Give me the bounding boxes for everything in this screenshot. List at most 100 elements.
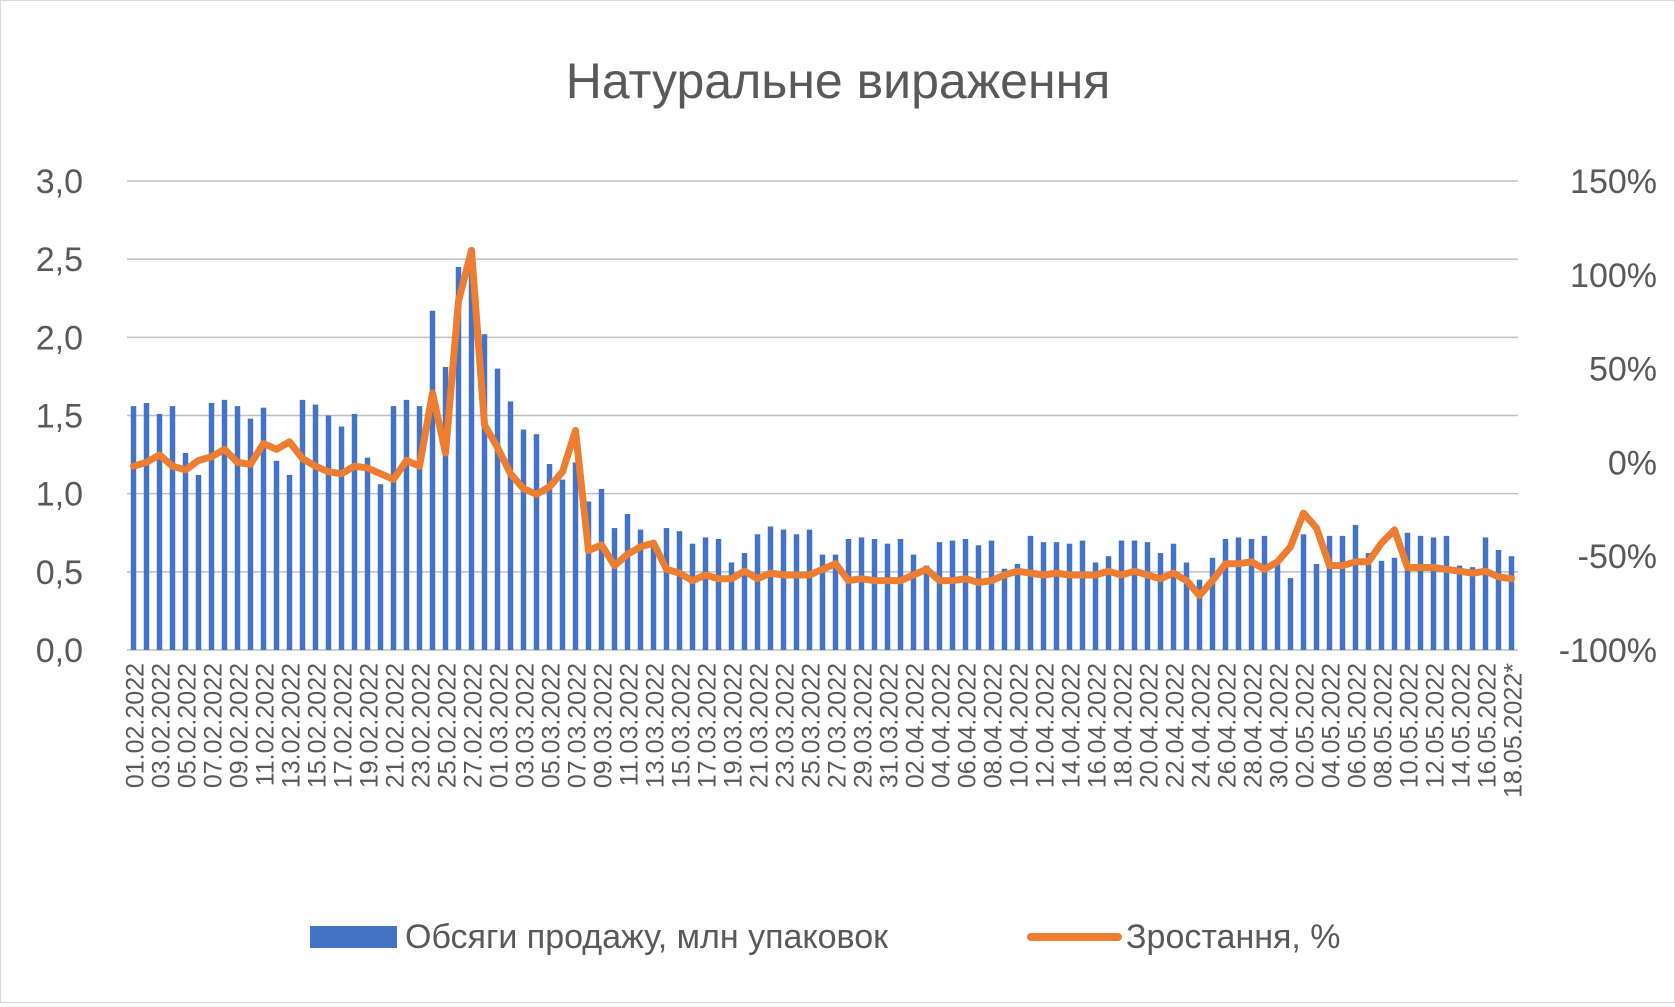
bar	[364, 457, 371, 650]
x-axis-tick-label: 01.02.2022	[122, 663, 150, 788]
bar	[1430, 537, 1437, 650]
x-axis-tick-label: 19.03.2022	[720, 663, 748, 788]
x-axis-tick-label: 28.04.2022	[1240, 663, 1268, 788]
x-axis-tick-label: 14.04.2022	[1058, 663, 1086, 788]
bar	[169, 406, 176, 650]
left-axis-ticks: 0,0 0,5 1,0 1,5 2,0 2,5 3,0	[36, 163, 83, 670]
right-axis-tick-label: 0%	[1608, 444, 1657, 482]
x-axis-tick-label: 05.02.2022	[174, 663, 202, 788]
bar	[416, 406, 423, 650]
x-axis-tick-label: 24.04.2022	[1188, 663, 1216, 788]
right-axis-ticks: -100% -50% 0% 50% 100% 150%	[1559, 163, 1657, 670]
x-axis-tick-label: 31.03.2022	[876, 663, 904, 788]
legend-bar-label: Обсяги продажу, млн упаковок	[405, 918, 889, 956]
bar	[884, 543, 891, 650]
bar	[559, 479, 566, 650]
left-axis-tick-label: 2,5	[36, 241, 83, 279]
bar	[494, 368, 501, 650]
bar	[1482, 537, 1489, 650]
bar	[312, 404, 319, 650]
bar	[819, 554, 826, 650]
bar	[1209, 557, 1216, 650]
gridlines	[127, 180, 1518, 651]
bar	[455, 266, 462, 650]
x-axis-tick-label: 02.04.2022	[902, 663, 930, 788]
bar	[377, 484, 384, 650]
bar	[676, 531, 683, 650]
bar	[650, 540, 657, 650]
bar	[624, 513, 631, 650]
bar	[611, 528, 618, 650]
bar	[533, 434, 540, 650]
x-axis-tick-label: 10.04.2022	[1006, 663, 1034, 788]
bar	[1118, 540, 1125, 650]
bar	[1183, 562, 1190, 650]
line-series	[130, 246, 1515, 600]
x-axis-tick-label: 30.04.2022	[1266, 663, 1294, 788]
x-axis-tick-label: 20.04.2022	[1136, 663, 1164, 788]
x-axis-tick-label: 15.03.2022	[668, 663, 696, 788]
x-axis-tick-label: 01.03.2022	[486, 663, 514, 788]
bar	[871, 539, 878, 650]
x-axis-tick-label: 08.04.2022	[980, 663, 1008, 788]
bar	[1196, 579, 1203, 650]
x-axis-tick-label: 12.04.2022	[1032, 663, 1060, 788]
bar	[1365, 553, 1372, 650]
bar	[780, 529, 787, 650]
bar	[1326, 535, 1333, 650]
bar	[1027, 535, 1034, 650]
x-axis-tick-label: 04.04.2022	[928, 663, 956, 788]
bar	[390, 406, 397, 650]
bar	[1222, 539, 1229, 650]
bar	[832, 554, 839, 650]
bar	[728, 562, 735, 650]
x-axis-tick-label: 18.04.2022	[1110, 663, 1138, 788]
bar	[702, 537, 709, 650]
bar	[338, 426, 345, 650]
bar	[325, 415, 332, 650]
bar	[156, 413, 163, 650]
left-axis-tick-label: 2,0	[36, 319, 83, 357]
bar	[1040, 542, 1047, 650]
bar	[143, 402, 150, 650]
bar	[273, 460, 280, 650]
x-axis-tick-label: 16.05.2022	[1474, 663, 1502, 788]
x-axis-tick-label: 17.02.2022	[330, 663, 358, 788]
chart-title: Натуральне вираження	[566, 53, 1111, 109]
bar	[1300, 534, 1307, 650]
bar	[689, 543, 696, 650]
bar	[546, 463, 553, 650]
growth-line	[130, 246, 1515, 600]
x-axis-tick-label: 09.02.2022	[226, 663, 254, 788]
right-axis-tick-label: -50%	[1578, 538, 1657, 576]
x-axis-tick-label: 07.03.2022	[564, 663, 592, 788]
bar	[715, 539, 722, 650]
bar	[897, 539, 904, 650]
bar	[1092, 562, 1099, 650]
bar	[598, 488, 605, 650]
legend-bar-swatch	[310, 926, 397, 948]
bar	[1378, 560, 1385, 650]
bar	[221, 399, 228, 650]
bar	[468, 254, 475, 650]
bar	[1170, 543, 1177, 650]
bar	[663, 528, 670, 650]
bar	[130, 406, 137, 650]
bar	[1417, 535, 1424, 650]
bar	[1391, 557, 1398, 650]
x-axis-tick-label: 07.02.2022	[200, 663, 228, 788]
bar	[754, 534, 761, 650]
bar	[1157, 553, 1164, 650]
right-axis-tick-label: 150%	[1570, 163, 1657, 201]
bar	[741, 553, 748, 650]
bar	[234, 406, 241, 650]
bar	[286, 474, 293, 650]
bar	[1053, 542, 1060, 650]
x-axis-tick-label: 27.03.2022	[824, 663, 852, 788]
x-axis-tick-label: 27.02.2022	[460, 663, 488, 788]
bar	[975, 545, 982, 650]
x-axis-tick-label: 13.03.2022	[642, 663, 670, 788]
x-axis-tick-label: 06.04.2022	[954, 663, 982, 788]
bar	[858, 537, 865, 650]
